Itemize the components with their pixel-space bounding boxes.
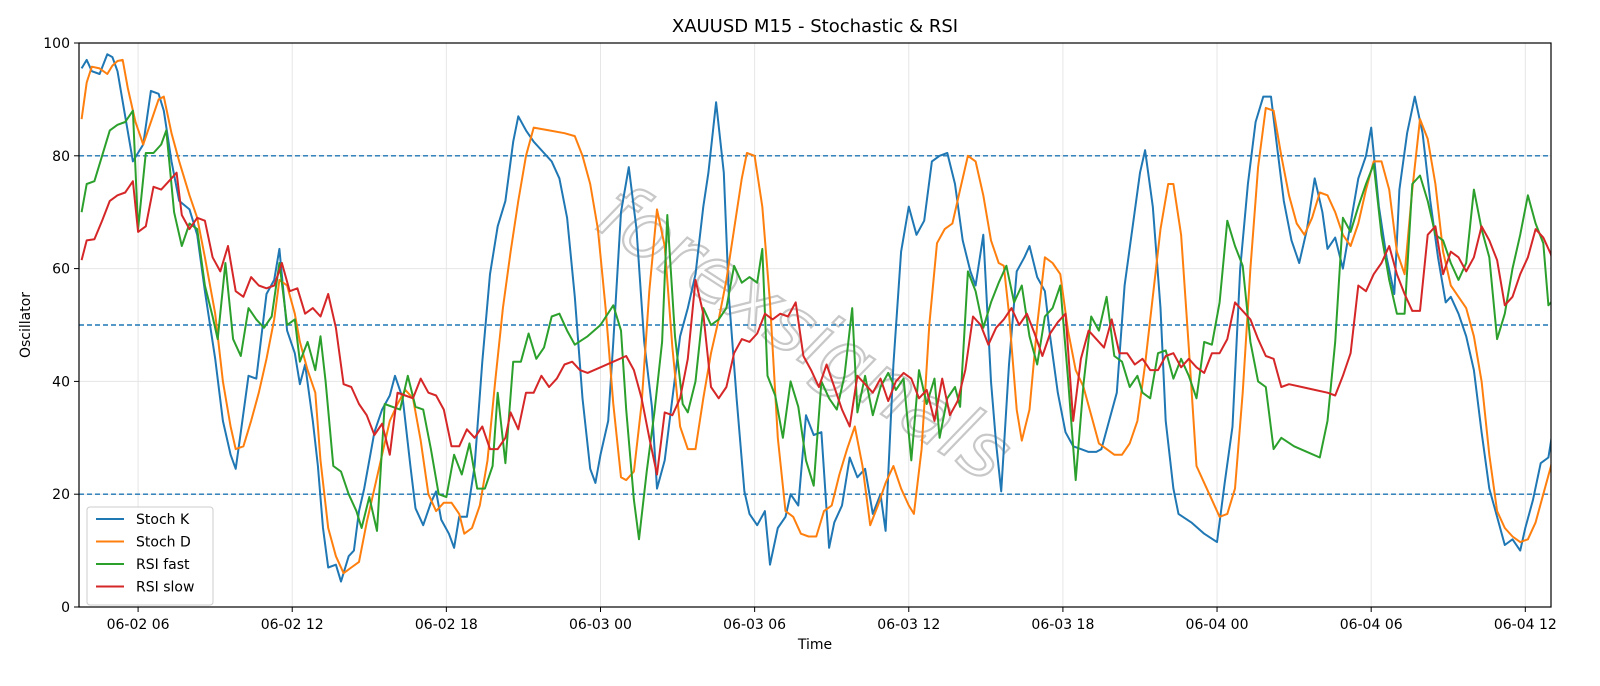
series-line-rsi-slow [80, 171, 1551, 476]
plot-frame [78, 42, 1552, 608]
y-tick-label: 0 [61, 600, 70, 616]
legend-label: Stoch D [136, 535, 191, 551]
x-tick-label: 06-04 00 [1186, 617, 1249, 633]
legend-box [86, 506, 214, 606]
x-tick-label: 06-03 12 [877, 617, 940, 633]
x-axis-ticks: 06-02 06 06-02 12 06-02 18 06-03 00 06-03 06… [107, 607, 1557, 633]
x-tick-label: 06-04 06 [1340, 617, 1403, 633]
legend-label: Stoch K [136, 512, 190, 528]
x-tick-label: 06-02 18 [415, 617, 478, 633]
y-axis-label: Oscillator [18, 292, 34, 358]
y-tick-label: 60 [52, 262, 70, 278]
y-tick-label: 80 [52, 149, 70, 165]
series-layer [80, 53, 1551, 583]
x-tick-label: 06-02 12 [261, 617, 324, 633]
series-line-stoch-k [80, 53, 1551, 583]
legend-label: RSI fast [136, 557, 190, 573]
y-tick-label: 40 [52, 374, 70, 390]
y-tick-label: 20 [52, 487, 70, 503]
legend: Stoch K Stoch D RSI fast RSI slow [86, 506, 214, 606]
reference-lines [79, 155, 1551, 495]
x-tick-label: 06-03 00 [569, 617, 632, 633]
x-tick-label: 06-03 18 [1031, 617, 1094, 633]
series-line-rsi-fast [80, 109, 1551, 541]
x-tick-label: 06-03 06 [723, 617, 786, 633]
chart-title: XAUUSD M15 - Stochastic & RSI [672, 16, 958, 37]
series-line-stoch-d [80, 58, 1551, 575]
y-tick-label: 100 [43, 36, 70, 52]
legend-label: RSI slow [136, 580, 194, 596]
x-axis-label: Time [797, 637, 832, 653]
x-tick-label: 06-02 06 [107, 617, 170, 633]
x-tick-label: 06-04 12 [1494, 617, 1557, 633]
y-axis-ticks: 0 20 40 60 80 100 [43, 36, 79, 616]
